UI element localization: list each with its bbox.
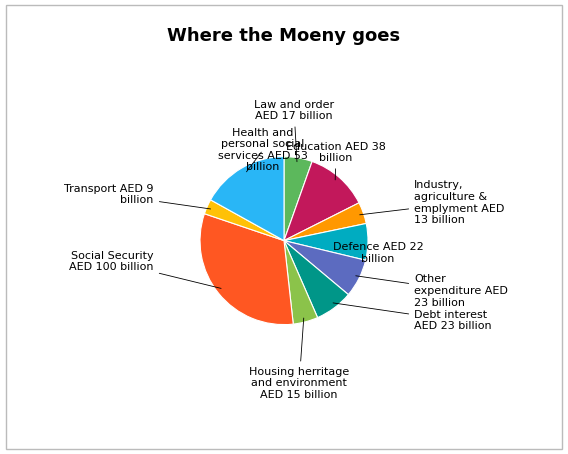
Text: Where the Moeny goes: Where the Moeny goes xyxy=(168,27,400,45)
Wedge shape xyxy=(284,241,318,324)
Wedge shape xyxy=(211,157,284,241)
Text: Transport AED 9
billion: Transport AED 9 billion xyxy=(64,183,211,209)
Text: Law and order
AED 17 billion: Law and order AED 17 billion xyxy=(254,100,334,162)
Text: Debt interest
AED 23 billion: Debt interest AED 23 billion xyxy=(333,303,492,331)
Wedge shape xyxy=(200,214,293,325)
Wedge shape xyxy=(284,157,312,241)
Text: Housing herritage
and environment
AED 15 billion: Housing herritage and environment AED 15… xyxy=(249,318,349,400)
Text: Other
expenditure AED
23 billion: Other expenditure AED 23 billion xyxy=(356,274,508,308)
Text: Defence AED 22
billion: Defence AED 22 billion xyxy=(333,242,423,264)
Wedge shape xyxy=(284,203,366,241)
Text: Industry,
agriculture &
emplyment AED
13 billion: Industry, agriculture & emplyment AED 13… xyxy=(360,180,504,225)
Wedge shape xyxy=(284,162,359,241)
Wedge shape xyxy=(204,200,284,241)
Text: Education AED 38
billion: Education AED 38 billion xyxy=(286,142,386,180)
Wedge shape xyxy=(284,241,366,295)
Text: Social Security
AED 100 billion: Social Security AED 100 billion xyxy=(69,251,221,288)
Wedge shape xyxy=(284,241,348,318)
Wedge shape xyxy=(284,223,368,260)
Text: Health and
personal social
services AED 53
billion: Health and personal social services AED … xyxy=(218,128,308,173)
